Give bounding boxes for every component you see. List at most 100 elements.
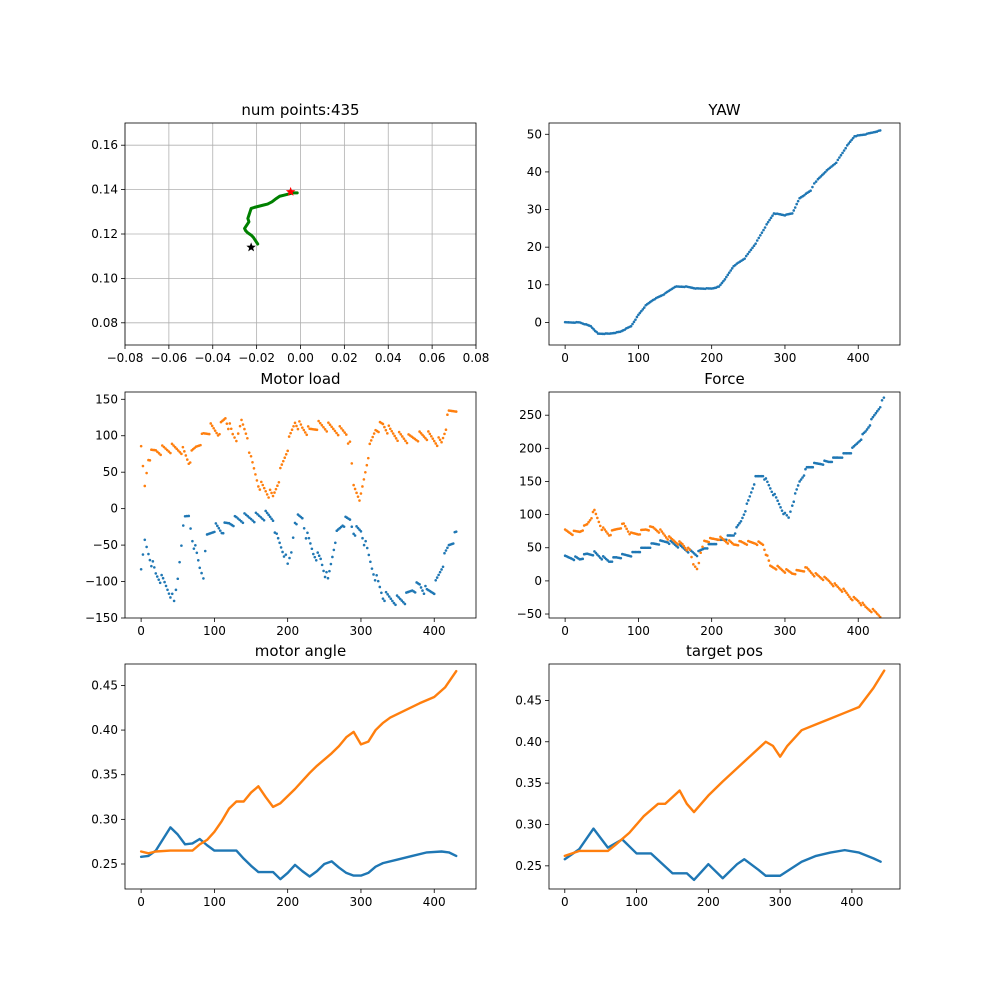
data-point xyxy=(840,456,844,459)
data-point xyxy=(719,283,722,287)
data-point xyxy=(842,587,845,591)
data-point xyxy=(600,528,604,532)
data-point xyxy=(283,456,287,460)
data-point xyxy=(769,216,773,220)
data-point xyxy=(395,594,399,597)
data-point xyxy=(805,566,809,569)
data-point xyxy=(604,530,608,533)
data-point xyxy=(870,610,873,614)
x-tick-label: 200 xyxy=(700,624,723,638)
data-point xyxy=(848,595,851,599)
data-point xyxy=(432,592,436,596)
data-point xyxy=(160,573,163,577)
data-point xyxy=(444,428,448,432)
data-point xyxy=(224,417,227,420)
data-point xyxy=(454,410,458,413)
data-point xyxy=(830,460,834,464)
data-point xyxy=(170,592,174,596)
data-point xyxy=(727,271,731,274)
data-point xyxy=(690,555,693,559)
data-point xyxy=(638,550,642,554)
data-point xyxy=(714,542,718,546)
data-point xyxy=(792,209,796,212)
y-tick-label: 0 xyxy=(534,315,542,329)
data-point xyxy=(377,430,380,434)
data-point xyxy=(749,248,753,252)
data-point xyxy=(682,544,686,548)
data-point xyxy=(404,439,407,443)
data-point xyxy=(793,492,797,495)
data-point xyxy=(362,478,366,481)
data-point xyxy=(588,518,592,522)
x-tick-label: −0.02 xyxy=(238,351,275,365)
data-point xyxy=(725,275,728,279)
data-point xyxy=(597,520,601,524)
data-point xyxy=(381,422,385,426)
data-point xyxy=(751,487,755,490)
x-tick-label: 400 xyxy=(847,351,870,365)
chart-force: 0 100 200 300 400 −50 0 50 100 150 200 250 Force xyxy=(517,370,901,638)
data-point xyxy=(686,546,690,550)
data-point xyxy=(325,430,329,433)
data-point xyxy=(162,445,166,449)
data-point xyxy=(396,439,399,443)
data-point xyxy=(279,546,283,549)
data-point xyxy=(244,432,248,435)
data-point xyxy=(359,492,363,495)
data-point xyxy=(766,554,769,557)
y-tick-label: −150 xyxy=(85,611,118,625)
data-point xyxy=(811,185,814,189)
data-point xyxy=(399,432,403,436)
data-point xyxy=(454,530,458,533)
axes-frame xyxy=(548,391,901,619)
data-point xyxy=(229,427,233,431)
data-point xyxy=(428,432,432,436)
data-point xyxy=(859,438,863,442)
data-point xyxy=(858,601,861,605)
data-point xyxy=(176,449,180,452)
chart-load: 0 100 200 300 400 −150 −100 −50 0 50 100 150 Motor l… xyxy=(85,370,477,638)
data-point xyxy=(280,463,284,466)
data-point xyxy=(185,458,189,461)
data-point xyxy=(705,547,709,550)
data-point xyxy=(394,603,397,607)
data-point xyxy=(281,550,284,554)
data-point xyxy=(443,432,446,436)
data-point xyxy=(754,242,757,245)
y-tick-label: 0.45 xyxy=(515,693,542,707)
data-point xyxy=(252,467,256,470)
data-point xyxy=(874,411,878,415)
y-tick-label: 0.30 xyxy=(515,817,542,831)
x-tick-label: 0.06 xyxy=(419,351,446,365)
data-point xyxy=(274,487,278,491)
x-tick-label: 400 xyxy=(423,895,446,909)
data-point xyxy=(331,427,335,431)
data-point xyxy=(638,533,642,536)
data-point xyxy=(789,510,792,513)
y-tick-label: 30 xyxy=(527,203,542,217)
data-point xyxy=(214,522,218,525)
data-point xyxy=(143,538,147,542)
data-point xyxy=(304,537,308,540)
data-point xyxy=(747,499,750,502)
data-point xyxy=(243,427,246,431)
data-point xyxy=(169,596,172,599)
data-point xyxy=(865,428,869,431)
x-tick-label: 200 xyxy=(276,895,299,909)
data-point xyxy=(254,511,258,515)
data-point xyxy=(730,267,734,270)
data-point xyxy=(418,583,421,586)
data-point xyxy=(764,477,768,480)
data-point xyxy=(369,439,373,442)
data-point xyxy=(419,586,423,589)
data-point xyxy=(765,223,768,226)
data-point xyxy=(326,576,330,580)
data-point xyxy=(393,434,396,438)
data-point xyxy=(276,484,279,488)
data-point xyxy=(241,521,245,525)
data-point xyxy=(355,491,358,495)
y-tick-label: 0 xyxy=(110,502,118,516)
plot-area xyxy=(139,409,458,607)
data-point xyxy=(314,559,318,562)
data-point xyxy=(273,491,276,494)
